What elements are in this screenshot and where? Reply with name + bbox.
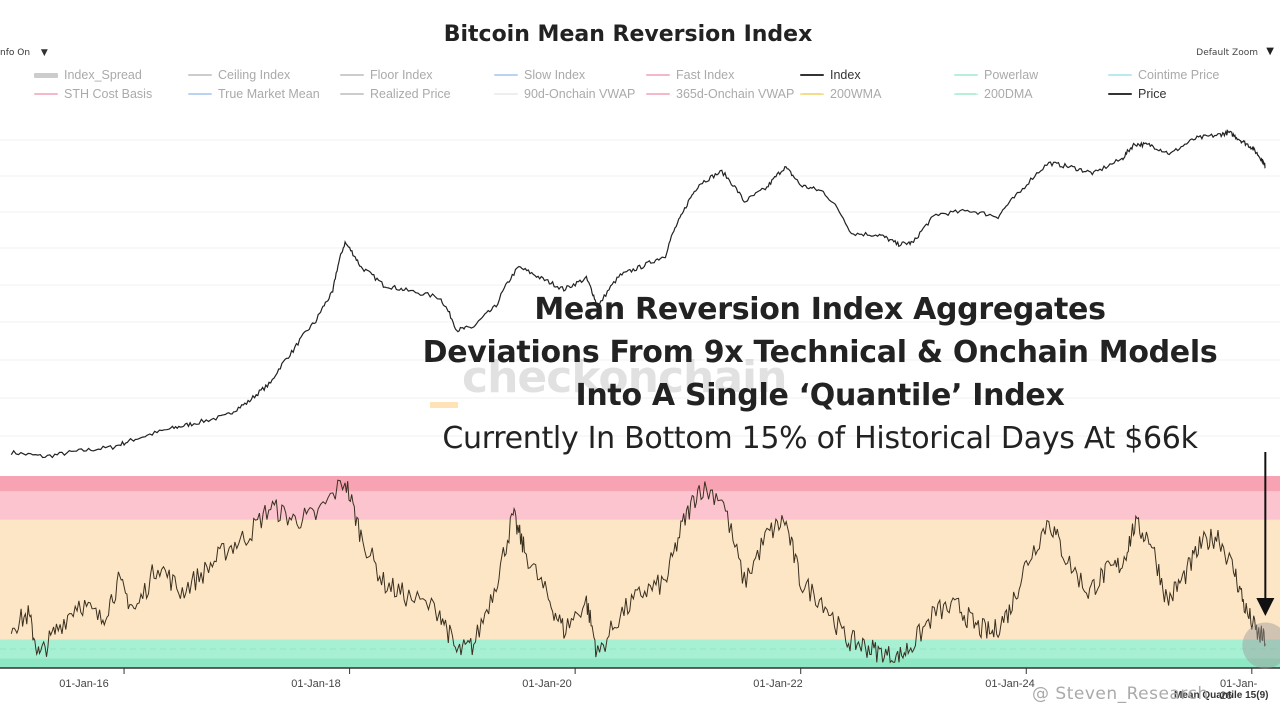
legend-item[interactable]: STH Cost Basis bbox=[34, 87, 152, 101]
legend-label: Fast Index bbox=[676, 68, 735, 82]
watermark-accent bbox=[430, 402, 458, 408]
x-tick-label: 01-Jan-24 bbox=[985, 678, 1035, 690]
legend-swatch bbox=[954, 74, 978, 76]
lower-panel-label: Mean Quantile 15(9) bbox=[1174, 690, 1269, 701]
legend-label: STH Cost Basis bbox=[64, 87, 153, 101]
x-tick-label: 01-Jan-20 bbox=[522, 678, 572, 690]
x-tick-label: 01-Jan-18 bbox=[291, 678, 341, 690]
watermark: checkonchain bbox=[462, 352, 787, 403]
annotation-line-2: Deviations From 9x Technical & Onchain M… bbox=[422, 335, 1218, 370]
legend-label: Index bbox=[830, 68, 861, 82]
legend-item[interactable]: 200DMA bbox=[954, 87, 1033, 101]
legend-swatch bbox=[800, 74, 824, 76]
legend-label: 200WMA bbox=[830, 87, 882, 101]
chevron-down-icon[interactable]: ▼ bbox=[1266, 46, 1274, 57]
x-tick-marks bbox=[123, 668, 1253, 674]
quantile-bands bbox=[0, 476, 1280, 668]
legend-item[interactable]: True Market Mean bbox=[188, 87, 320, 101]
arrow-head bbox=[1256, 598, 1275, 616]
legend-swatch bbox=[1108, 93, 1132, 95]
legend-swatch bbox=[646, 93, 670, 95]
x-tick-label: 01-Jan-22 bbox=[753, 678, 803, 690]
legend-label: 200DMA bbox=[984, 87, 1033, 101]
legend-label: 365d-Onchain VWAP bbox=[676, 87, 795, 101]
annotation-line-1: Mean Reversion Index Aggregates bbox=[534, 292, 1106, 327]
chevron-down-icon: ▼ bbox=[40, 48, 48, 58]
zoom-select[interactable]: Default Zoom bbox=[1196, 48, 1258, 58]
chart-title: Bitcoin Mean Reversion Index bbox=[443, 22, 813, 47]
legend-label: 90d-Onchain VWAP bbox=[524, 87, 636, 101]
index-series-line bbox=[10, 479, 1266, 664]
legend-item[interactable]: Price bbox=[1108, 87, 1166, 101]
legend-label: Floor Index bbox=[370, 68, 433, 82]
price-series-line bbox=[10, 129, 1266, 459]
legend-label: Ceiling Index bbox=[218, 68, 291, 82]
legend-swatch bbox=[800, 93, 824, 95]
legend-swatch bbox=[494, 93, 518, 95]
legend-label: Realized Price bbox=[370, 87, 451, 101]
legend-item[interactable]: 200WMA bbox=[800, 87, 881, 101]
x-tick-label: 01-Jan-26 bbox=[1220, 678, 1258, 702]
legend-label: Slow Index bbox=[524, 68, 586, 82]
legend-item[interactable]: Powerlaw bbox=[954, 68, 1038, 82]
legend-swatch bbox=[340, 93, 364, 95]
legend-swatch bbox=[34, 72, 58, 78]
legend-swatch bbox=[954, 93, 978, 95]
quantile-band bbox=[0, 519, 1280, 640]
annotation: Mean Reversion Index Aggregates Deviatio… bbox=[380, 288, 1260, 461]
legend-swatch bbox=[34, 93, 58, 95]
legend-swatch bbox=[188, 74, 212, 76]
legend-item[interactable]: Fast Index bbox=[646, 68, 734, 82]
legend-swatch bbox=[646, 74, 670, 76]
quantile-band-floor bbox=[0, 658, 1280, 668]
annotation-line-3: Into A Single ‘Quantile’ Index bbox=[575, 378, 1065, 413]
legend-swatch bbox=[1108, 74, 1132, 76]
legend-swatch bbox=[188, 93, 212, 95]
annotation-line-4: Currently In Bottom 15% of Historical Da… bbox=[442, 421, 1198, 456]
quantile-band bbox=[0, 491, 1280, 520]
legend-label: Cointime Price bbox=[1138, 68, 1220, 82]
legend-label: Price bbox=[1138, 87, 1167, 101]
legend-swatch bbox=[494, 74, 518, 76]
legend-item[interactable]: Cointime Price bbox=[1108, 68, 1219, 82]
info-toggle[interactable]: nfo On ▼ bbox=[0, 48, 48, 58]
legend-item[interactable]: Ceiling Index bbox=[188, 68, 290, 82]
quantile-band bbox=[0, 476, 1280, 492]
legend-item[interactable]: Slow Index bbox=[494, 68, 585, 82]
legend-item[interactable]: 90d-Onchain VWAP bbox=[494, 87, 635, 101]
legend: Index_Spread Ceiling Index Floor Index S… bbox=[34, 68, 1274, 108]
current-value-marker[interactable] bbox=[1242, 622, 1280, 669]
legend-swatch bbox=[340, 74, 364, 76]
legend-item[interactable]: 365d-Onchain VWAP bbox=[646, 87, 794, 101]
legend-label: True Market Mean bbox=[218, 87, 320, 101]
x-tick-label: 01-Jan-16 bbox=[59, 678, 109, 690]
legend-item[interactable]: Index bbox=[800, 68, 861, 82]
info-toggle-label: nfo On bbox=[0, 48, 31, 58]
credit-watermark: @ Steven_Research bbox=[1032, 684, 1209, 704]
upper-grid bbox=[0, 139, 1280, 437]
legend-label: Powerlaw bbox=[984, 68, 1039, 82]
legend-item[interactable]: Realized Price bbox=[340, 87, 451, 101]
legend-item[interactable]: Floor Index bbox=[340, 68, 433, 82]
legend-label: Index_Spread bbox=[64, 68, 142, 82]
legend-item[interactable]: Index_Spread bbox=[34, 68, 142, 82]
